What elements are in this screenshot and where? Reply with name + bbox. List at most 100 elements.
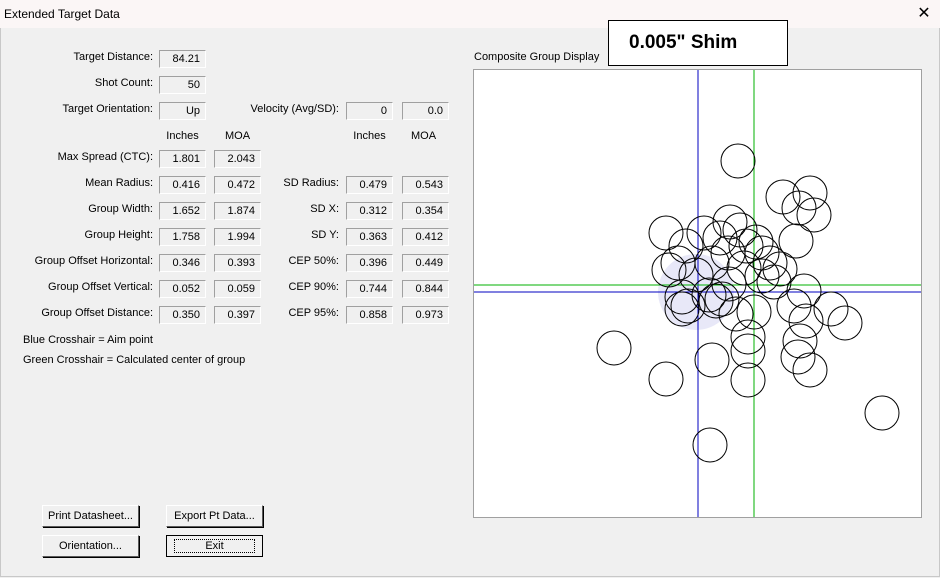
mean-radius-inches: 0.416 xyxy=(159,176,206,194)
group-offset-horizontal-label: Group Offset Horizontal: xyxy=(34,255,153,267)
shot-count-label: Shot Count: xyxy=(94,77,153,89)
shot-hole xyxy=(744,258,780,294)
sd-radius-inches: 0.479 xyxy=(346,176,393,194)
max-spread-inches: 1.801 xyxy=(159,150,206,168)
shot-hole xyxy=(664,279,700,315)
shot-hole xyxy=(827,305,863,341)
group-plot xyxy=(474,70,921,517)
cep-50-inches: 0.396 xyxy=(346,254,393,272)
velocity-sd-value: 0.0 xyxy=(402,102,449,120)
exit-label: Exit xyxy=(174,539,255,553)
shot-hole xyxy=(781,190,817,226)
group-width-label: Group Width: xyxy=(88,203,153,215)
shot-hole xyxy=(686,215,722,251)
shot-hole xyxy=(648,361,684,397)
shot-count-value: 50 xyxy=(159,76,206,94)
shot-hole xyxy=(730,333,766,369)
left-moa-header: MOA xyxy=(224,130,251,142)
cep-50-label: CEP 50%: xyxy=(288,255,339,267)
group-offset-vertical-label: Group Offset Vertical: xyxy=(48,281,153,293)
shot-hole xyxy=(668,228,704,264)
sd-x-moa: 0.354 xyxy=(402,202,449,220)
shot-hole xyxy=(780,339,816,375)
shot-hole xyxy=(756,264,792,300)
shot-hole xyxy=(730,319,766,355)
cep-90-moa: 0.844 xyxy=(402,280,449,298)
blue-crosshair-note: Blue Crosshair = Aim point xyxy=(23,334,153,346)
composite-group-display xyxy=(473,69,922,518)
target-distance-value: 84.21 xyxy=(159,50,206,68)
shot-hole xyxy=(796,197,832,233)
shot-hole xyxy=(736,294,772,330)
print-datasheet-label: Print Datasheet... xyxy=(48,510,133,522)
orientation-button[interactable]: Orientation... xyxy=(42,535,139,557)
shot-hole xyxy=(704,281,740,317)
left-inches-header: Inches xyxy=(166,130,199,142)
group-width-inches: 1.652 xyxy=(159,202,206,220)
group-height-label: Group Height: xyxy=(84,229,153,241)
shot-hole xyxy=(692,427,728,463)
exit-button[interactable]: Exit xyxy=(166,535,263,557)
sd-radius-label: SD Radius: xyxy=(283,177,339,189)
mean-radius-moa: 0.472 xyxy=(214,176,261,194)
sd-x-label: SD X: xyxy=(310,203,339,215)
orientation-label: Orientation... xyxy=(59,540,122,552)
shot-hole xyxy=(664,291,700,327)
velocity-label: Velocity (Avg/SD): xyxy=(250,103,339,115)
shot-hole xyxy=(792,175,828,211)
target-orientation-value: Up xyxy=(159,102,206,120)
shot-hole xyxy=(786,273,822,309)
group-height-inches: 1.758 xyxy=(159,228,206,246)
cep-95-label: CEP 95%: xyxy=(288,307,339,319)
shot-hole xyxy=(718,296,754,332)
shot-hole xyxy=(776,288,812,324)
shot-hole xyxy=(648,215,684,251)
window-title: Extended Target Data xyxy=(4,7,120,21)
cep-90-label: CEP 90%: xyxy=(288,281,339,293)
group-offset-distance-label: Group Offset Distance: xyxy=(41,307,153,319)
sd-y-inches: 0.363 xyxy=(346,228,393,246)
title-bar: Extended Target Data ✕ xyxy=(0,0,940,28)
cep-95-inches: 0.858 xyxy=(346,306,393,324)
sd-y-moa: 0.412 xyxy=(402,228,449,246)
shot-hole xyxy=(778,223,814,259)
close-icon[interactable]: ✕ xyxy=(917,5,931,22)
group-offset-vertical-inches: 0.052 xyxy=(159,280,206,298)
group-offset-vertical-moa: 0.059 xyxy=(214,280,261,298)
shot-hole xyxy=(813,291,849,327)
group-height-moa: 1.994 xyxy=(214,228,261,246)
shot-hole xyxy=(720,143,756,179)
right-moa-header: MOA xyxy=(410,130,437,142)
group-offset-horizontal-inches: 0.346 xyxy=(159,254,206,272)
shot-hole xyxy=(651,252,687,288)
shot-hole xyxy=(596,330,632,366)
shot-hole xyxy=(694,342,730,378)
shot-hole xyxy=(726,250,762,286)
mean-radius-label: Mean Radius: xyxy=(85,177,153,189)
target-orientation-label: Target Orientation: xyxy=(62,103,154,115)
shot-hole xyxy=(710,235,746,271)
max-spread-label: Max Spread (CTC): xyxy=(57,151,153,163)
shot-hole xyxy=(670,288,706,324)
export-pt-data-button[interactable]: Export Pt Data... xyxy=(166,505,263,527)
right-inches-header: Inches xyxy=(353,130,386,142)
export-pt-data-label: Export Pt Data... xyxy=(174,510,255,522)
velocity-avg-value: 0 xyxy=(346,102,393,120)
group-offset-horizontal-moa: 0.393 xyxy=(214,254,261,272)
cep-90-inches: 0.744 xyxy=(346,280,393,298)
shot-hole xyxy=(738,224,774,260)
composite-group-label: Composite Group Display xyxy=(474,51,600,63)
group-offset-distance-inches: 0.350 xyxy=(159,306,206,324)
max-spread-moa: 2.043 xyxy=(214,150,261,168)
group-offset-distance-moa: 0.397 xyxy=(214,306,261,324)
shim-label: 0.005" Shim xyxy=(608,20,788,66)
shot-hole xyxy=(730,362,766,398)
group-width-moa: 1.874 xyxy=(214,202,261,220)
sd-radius-moa: 0.543 xyxy=(402,176,449,194)
print-datasheet-button[interactable]: Print Datasheet... xyxy=(42,505,139,527)
cep-50-moa: 0.449 xyxy=(402,254,449,272)
sd-x-inches: 0.312 xyxy=(346,202,393,220)
cep-95-moa: 0.973 xyxy=(402,306,449,324)
shot-hole xyxy=(712,204,748,240)
shot-hole xyxy=(752,245,788,281)
